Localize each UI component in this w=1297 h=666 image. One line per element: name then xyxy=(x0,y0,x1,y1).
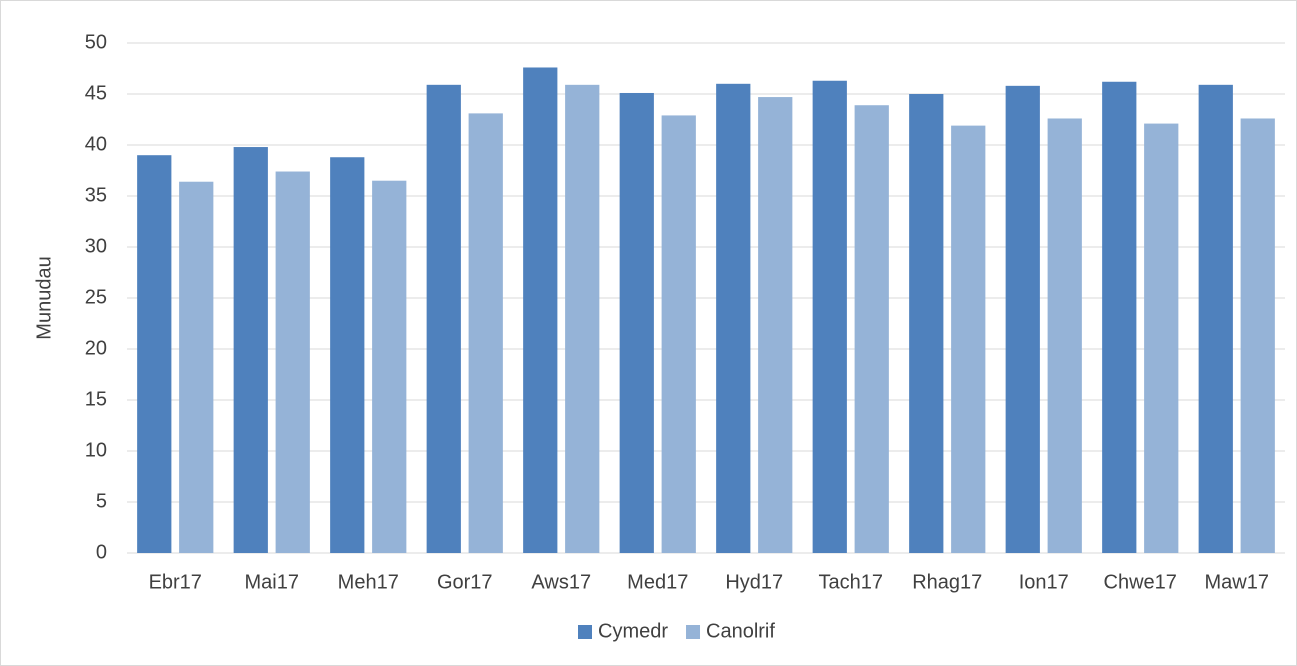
x-tick-label: Meh17 xyxy=(338,571,399,593)
y-tick-label: 0 xyxy=(96,541,107,563)
x-tick-label: Tach17 xyxy=(819,571,884,593)
bar xyxy=(233,147,268,554)
bar xyxy=(909,94,944,553)
bar xyxy=(661,115,696,554)
y-axis-title: Munudau xyxy=(33,256,55,339)
bar xyxy=(523,67,558,553)
x-tick-label: Chwe17 xyxy=(1104,571,1177,593)
legend-label: Canolrif xyxy=(706,620,775,642)
bar xyxy=(1144,123,1179,553)
x-tick-label: Ebr17 xyxy=(149,571,202,593)
legend-label: Cymedr xyxy=(598,620,668,642)
bar xyxy=(275,171,310,553)
bar xyxy=(426,84,461,553)
bar xyxy=(137,155,172,553)
y-tick-label: 40 xyxy=(85,133,107,155)
x-tick-label: Ion17 xyxy=(1019,571,1069,593)
x-tick-label: Med17 xyxy=(627,571,688,593)
bar xyxy=(619,92,654,553)
y-tick-label: 45 xyxy=(85,82,107,104)
y-tick-label: 5 xyxy=(96,490,107,512)
bar xyxy=(951,125,986,554)
y-tick-label: 25 xyxy=(85,286,107,308)
bar xyxy=(1047,118,1082,553)
x-tick-label: Hyd17 xyxy=(725,571,783,593)
bar xyxy=(330,157,365,554)
x-tick-label: Mai17 xyxy=(245,571,299,593)
bar xyxy=(565,84,600,553)
y-tick-label: 15 xyxy=(85,388,107,410)
bar xyxy=(758,97,793,553)
x-tick-label: Rhag17 xyxy=(912,571,982,593)
bar xyxy=(716,83,751,554)
x-tick-label: Aws17 xyxy=(531,571,591,593)
x-tick-label: Maw17 xyxy=(1205,571,1269,593)
bar xyxy=(179,181,214,553)
bar xyxy=(1102,81,1137,553)
bar xyxy=(468,113,503,553)
y-tick-label: 35 xyxy=(85,184,107,206)
bar xyxy=(1005,85,1040,553)
y-tick-label: 30 xyxy=(85,235,107,257)
y-tick-label: 10 xyxy=(85,439,107,461)
legend-swatch xyxy=(578,625,592,639)
bar xyxy=(1198,84,1233,553)
x-tick-label: Gor17 xyxy=(437,571,493,593)
bar xyxy=(372,180,407,553)
bar xyxy=(854,105,889,553)
bar xyxy=(812,80,847,554)
legend-swatch xyxy=(686,625,701,639)
y-tick-label: 50 xyxy=(85,31,107,53)
y-tick-label: 20 xyxy=(85,337,107,359)
bar xyxy=(1240,118,1275,553)
